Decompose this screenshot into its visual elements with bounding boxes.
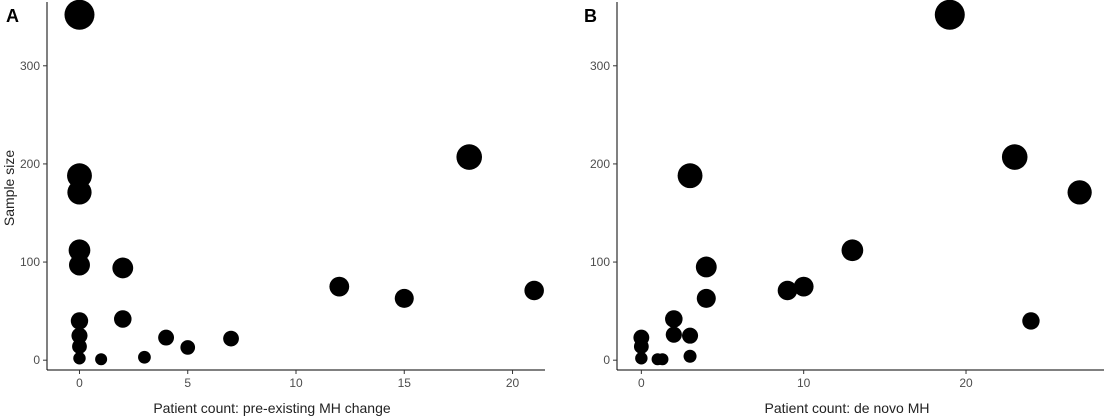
panel-b-data-point [1001, 144, 1028, 170]
panel-a-x-tick-label: 0 [76, 376, 83, 390]
panel-b-x-ticks: 0 10 20 [638, 370, 973, 390]
panel-a-data-point [73, 352, 86, 365]
panel-a-x-tick-label: 20 [506, 376, 520, 390]
panel-a-data-point [114, 310, 132, 328]
panel-b-x-tick-label: 20 [959, 376, 973, 390]
panel-a-data-point [223, 330, 239, 347]
panel-b-x-tick-label: 0 [638, 376, 645, 390]
panel-b-data-point [683, 349, 697, 363]
panel-a-x-tick-label: 10 [289, 376, 303, 390]
panel-b-x-axis-title: Patient count: de novo MH [765, 400, 930, 416]
panel-b-data-point [665, 310, 683, 328]
panel-b-data-point [934, 0, 965, 30]
panel-b-y-tick-label: 300 [590, 59, 610, 73]
panel-b-y-ticks: 0 100 200 300 [590, 59, 617, 367]
panel-a-letter: A [6, 6, 19, 26]
panel-a-x-ticks: 0 5 10 15 20 [76, 370, 520, 390]
panel-b-x-tick-label: 10 [797, 376, 811, 390]
panel-a-data-point [68, 239, 91, 262]
panel-a-data-point [72, 339, 87, 354]
panel-b-data-point [682, 327, 699, 344]
panel-a-data-point [158, 329, 175, 346]
panel-b-points [633, 0, 1092, 366]
panel-a-data-point [95, 353, 108, 366]
panel-a-y-tick-label: 200 [20, 157, 40, 171]
panel-a-data-point [67, 163, 92, 189]
panel-b-data-point [777, 280, 798, 301]
panel-a-data-point [112, 257, 134, 279]
panel-a-data-point [68, 254, 90, 276]
panel-b-data-point [665, 326, 682, 343]
panel-a-x-tick-label: 5 [184, 376, 191, 390]
panel-a-data-point [456, 144, 483, 170]
panel-b-data-point [1022, 312, 1040, 330]
panel-b-data-point [635, 352, 648, 365]
panel-a-data-point [70, 312, 89, 330]
panel-b-data-point [656, 353, 669, 366]
panel-a-y-axis-title: Sample size [1, 150, 17, 226]
panel-a-data-point [64, 0, 95, 30]
panel-a-data-point [180, 340, 196, 355]
panel-a-points [64, 0, 544, 366]
panel-b-data-point [633, 339, 649, 354]
panel-b-data-point [677, 163, 703, 189]
panel-b-y-tick-label: 0 [603, 353, 610, 367]
panel-b-letter: B [584, 6, 597, 26]
panel-a-y-tick-label: 0 [33, 353, 40, 367]
panel-a-y-tick-label: 300 [20, 59, 40, 73]
panel-a-y-ticks: 0 100 200 300 [20, 59, 47, 367]
panel-a-y-tick-label: 100 [20, 255, 40, 269]
panel-a-x-tick-label: 15 [398, 376, 412, 390]
panel-b-data-point [841, 239, 864, 262]
panel-a-data-point [394, 288, 414, 308]
panel-b-y-tick-label: 200 [590, 157, 610, 171]
panel-a: A Sample size Patient count: pre-existin… [1, 0, 545, 416]
panel-a-data-point [138, 350, 151, 364]
panel-a-data-point [67, 180, 92, 205]
panel-b-data-point [793, 276, 814, 297]
panel-b-data-point [1067, 180, 1092, 205]
panel-b-y-tick-label: 100 [590, 255, 610, 269]
panel-a-data-point [329, 276, 350, 297]
panel-b-data-point [695, 256, 717, 278]
panel-a-data-point [71, 327, 88, 344]
panel-a-data-point [524, 280, 544, 301]
panel-a-x-axis-title: Patient count: pre-existing MH change [153, 400, 391, 416]
panel-b-data-point [696, 288, 716, 308]
